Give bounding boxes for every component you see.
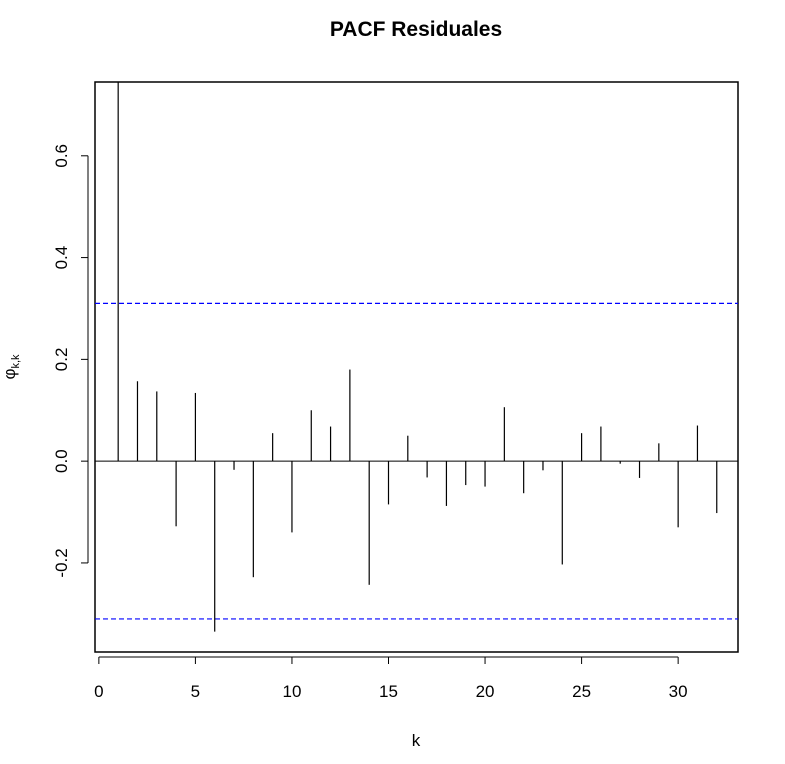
- y-tick-label: 0.4: [52, 246, 71, 270]
- y-tick-label: -0.2: [52, 548, 71, 577]
- confidence-bounds: [95, 302, 738, 620]
- x-axis-label: k: [412, 731, 421, 750]
- plot-frame: [94, 81, 739, 653]
- y-tick-label: 0.2: [52, 348, 71, 372]
- y-tick-label: 0.0: [52, 449, 71, 473]
- x-tick-label: 10: [282, 682, 301, 701]
- y-axis: -0.2 0.0 0.2 0.4 0.6: [52, 144, 89, 578]
- y-axis-label-subscript: k,k: [10, 354, 22, 369]
- x-tick-label: 30: [669, 682, 688, 701]
- x-tick-label: 25: [572, 682, 591, 701]
- y-axis-label-base: φ: [0, 369, 19, 380]
- x-tick-label: 20: [476, 682, 495, 701]
- x-tick-label: 15: [379, 682, 398, 701]
- pacf-bars: [117, 82, 718, 632]
- x-tick-label: 5: [191, 682, 200, 701]
- x-axis: 0 5 10 15 20 25 30: [94, 656, 688, 701]
- chart-title: PACF Residuales: [330, 18, 502, 41]
- x-tick-label: 0: [94, 682, 103, 701]
- y-tick-label: 0.6: [52, 144, 71, 168]
- y-axis-label: φk,k: [0, 354, 22, 380]
